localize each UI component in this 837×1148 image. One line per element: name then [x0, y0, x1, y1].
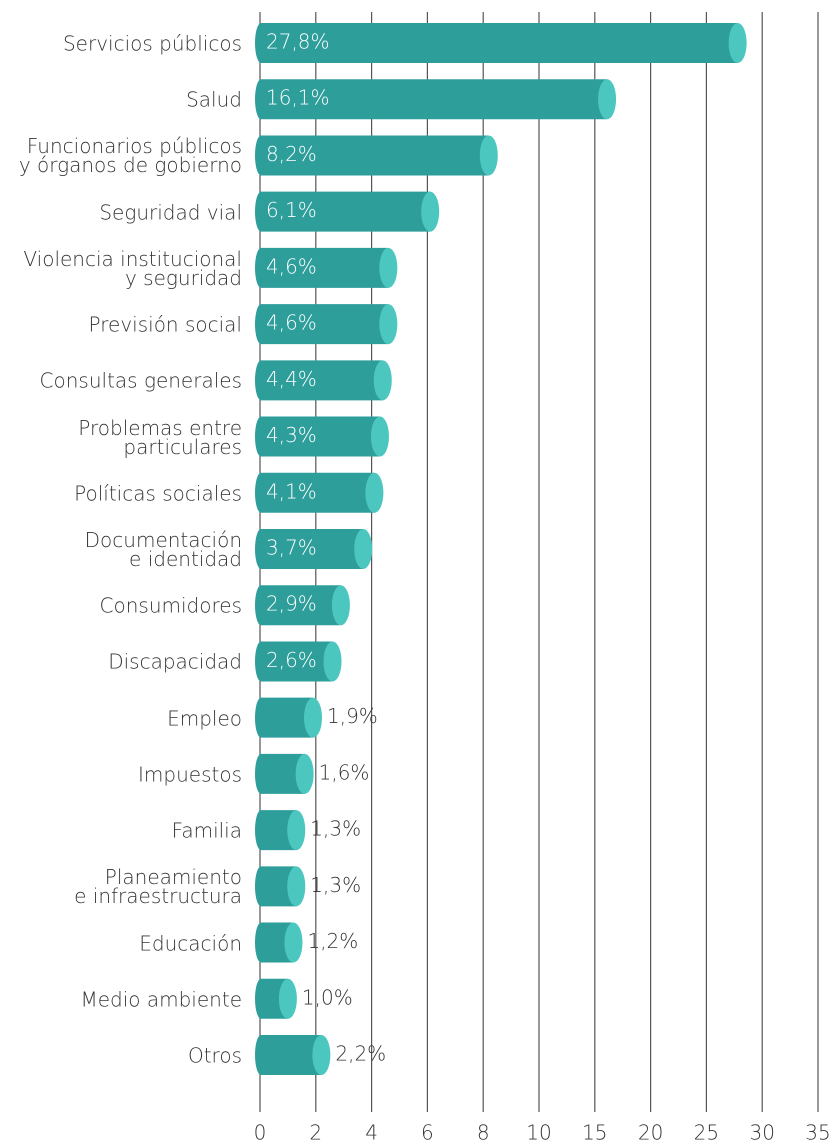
category-label: Previsión social — [88, 312, 242, 337]
value-label: 2,2% — [335, 1042, 386, 1066]
x-tick-label: 8 — [477, 1121, 490, 1145]
bar-cap — [278, 978, 297, 1019]
category-label: Seguridad vial — [99, 200, 242, 225]
bar — [255, 416, 380, 457]
value-label: 1,6% — [319, 760, 370, 784]
bar — [255, 641, 333, 682]
value-label: 1,3% — [310, 873, 361, 897]
category-label: Familia — [171, 818, 242, 843]
category-label: Otros — [187, 1043, 242, 1068]
bar — [255, 247, 389, 288]
value-label: 4,6% — [266, 311, 317, 335]
x-tick-label: 30 — [749, 1121, 774, 1145]
category-label: Medio ambiente — [80, 987, 242, 1012]
value-label: 4,1% — [266, 479, 317, 503]
bar — [255, 472, 375, 513]
value-label: 2,6% — [266, 648, 317, 672]
category-label: Salud — [186, 87, 242, 112]
value-label: 2,9% — [266, 592, 317, 616]
bar — [255, 922, 294, 963]
bar-cap — [323, 641, 342, 682]
value-label: 1,9% — [327, 704, 378, 728]
x-tick-label: 6 — [421, 1121, 434, 1145]
x-tick-label: 10 — [526, 1121, 551, 1145]
bar-cap — [295, 753, 314, 794]
category-label: Documentación e identidad — [84, 528, 242, 571]
category-label: Empleo — [167, 706, 242, 731]
category-label: Violencia institucional y seguridad — [23, 246, 242, 290]
bar — [255, 529, 364, 569]
category-label: Políticas sociales — [74, 481, 242, 506]
bar — [255, 978, 288, 1019]
bar — [255, 23, 738, 63]
bar — [255, 191, 431, 232]
bar — [255, 79, 608, 120]
bar-cap — [370, 416, 389, 457]
value-label: 1,3% — [310, 817, 361, 841]
bar-cap — [365, 472, 384, 513]
bar — [255, 304, 389, 345]
bar-cap — [304, 697, 323, 738]
category-label: Consumidores — [99, 593, 242, 618]
value-label: 1,0% — [302, 985, 353, 1009]
category-label: Consultas generales — [39, 368, 242, 393]
bar-cap — [331, 585, 350, 626]
bar — [255, 585, 341, 626]
category-label: Problemas entre particulares — [78, 415, 242, 459]
value-label: 6,1% — [266, 198, 317, 222]
bar — [255, 697, 314, 738]
bar-cap — [373, 360, 392, 401]
value-label: 1,2% — [307, 929, 358, 953]
bar-cap — [379, 304, 398, 345]
bar-cap — [287, 810, 306, 851]
category-label: Impuestos — [138, 762, 242, 787]
category-label: Discapacidad — [108, 649, 242, 674]
x-tick-label: 2 — [309, 1121, 322, 1145]
bar — [255, 360, 383, 401]
bar — [255, 753, 305, 794]
value-label: 4,3% — [266, 423, 317, 447]
bar-cap — [312, 1035, 331, 1075]
bar-cap — [598, 79, 617, 120]
bar — [255, 1035, 322, 1075]
value-label: 3,7% — [266, 536, 317, 560]
bar-cap — [379, 247, 398, 288]
bar-cap — [287, 866, 306, 907]
value-label: 8,2% — [266, 142, 317, 166]
x-tick-label: 15 — [582, 1121, 607, 1145]
category-label: Servicios públicos — [62, 31, 242, 56]
x-tick-label: 25 — [694, 1121, 719, 1145]
value-label: 16,1% — [266, 86, 330, 110]
x-tick-label: 35 — [805, 1121, 830, 1145]
value-label: 4,6% — [266, 254, 317, 278]
bar-cap — [479, 135, 498, 176]
value-label: 27,8% — [266, 30, 330, 54]
bar-cap — [284, 922, 303, 963]
x-tick-label: 20 — [638, 1121, 663, 1145]
category-label: Planeamiento e infraestructura — [74, 865, 242, 909]
x-tick-label: 0 — [254, 1121, 267, 1145]
bar — [255, 866, 297, 907]
bar — [255, 810, 297, 851]
bar — [255, 135, 489, 176]
bar-cap — [421, 191, 440, 232]
category-label: Educación — [139, 931, 242, 956]
bar-cap — [354, 529, 373, 569]
bar-cap — [728, 23, 747, 63]
category-label: Funcionarios públicos y órganos de gobie… — [18, 134, 242, 178]
value-label: 4,4% — [266, 367, 317, 391]
x-tick-label: 4 — [365, 1121, 378, 1145]
